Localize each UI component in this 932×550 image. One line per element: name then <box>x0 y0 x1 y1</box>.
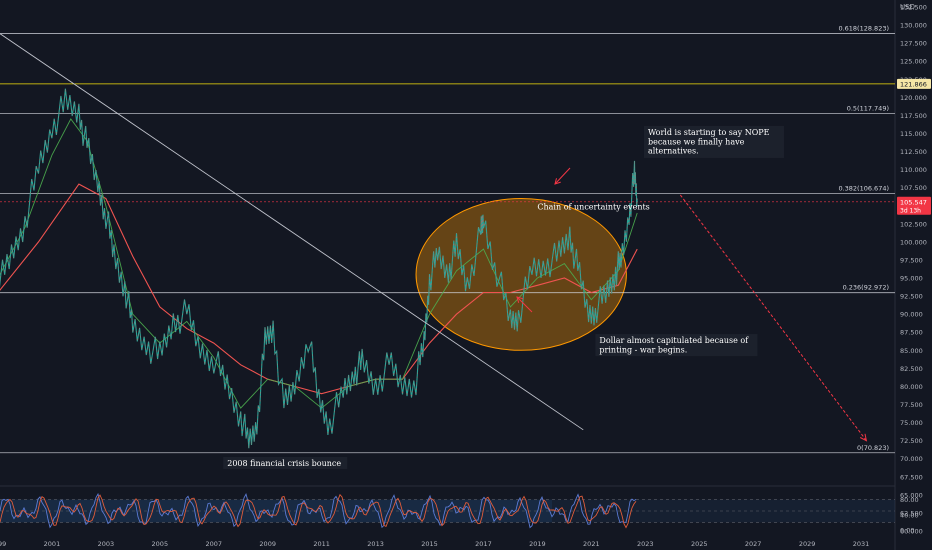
price-tick-9: 110.000 <box>900 166 927 174</box>
badge-yellow-label: 121.866 <box>900 80 927 88</box>
ma-slow-line <box>0 183 638 395</box>
fib-label-2: 0.382(106.674) <box>838 185 889 193</box>
oscillator-pane: 80.00 40.00 0.00 <box>0 492 919 535</box>
price-tick-11: 102.500 <box>900 220 927 228</box>
oscillator-tick-1: 40.00 <box>900 511 919 519</box>
oscillator-tick-2: 0.00 <box>900 527 914 535</box>
annotation-5: printing - war begins. <box>599 345 687 354</box>
price-tick-21: 77.500 <box>900 401 923 409</box>
price-tick-20: 80.000 <box>900 383 923 391</box>
fib-label-1: 0.5(117.749) <box>847 105 889 113</box>
price-tick-2: 127.500 <box>900 40 927 48</box>
currency-label: USD <box>900 3 915 11</box>
badge-yellow-bg <box>897 78 931 89</box>
price-tick-0: 132.500 <box>900 4 927 12</box>
price-tick-8: 112.500 <box>900 148 927 156</box>
time-tick-11: 2021 <box>583 540 600 548</box>
price-tick-17: 87.500 <box>900 329 923 337</box>
badge-current-label: 105.547 <box>900 198 927 206</box>
time-tick-15: 2029 <box>799 540 816 548</box>
annotations-group: Chain of uncertainty events World is star… <box>223 125 784 469</box>
price-tick-5: 120.000 <box>900 94 927 102</box>
time-tick-0: 1999 <box>0 540 6 548</box>
price-tick-10: 107.500 <box>900 184 927 192</box>
projection-arrow-head <box>859 433 868 442</box>
price-tick-23: 72.500 <box>900 437 923 445</box>
time-tick-1: 2001 <box>44 540 61 548</box>
badge-current-sublabel: 3d 13h <box>900 207 921 214</box>
oscillator-line-d <box>0 493 637 529</box>
oscillator-band-future <box>552 499 895 523</box>
time-tick-7: 2013 <box>367 540 384 548</box>
uncertainty-ellipse <box>415 198 627 351</box>
time-tick-9: 2017 <box>475 540 492 548</box>
time-axis-ticks: 1999 2001 2003 2005 2007 2009 2011 2013 2015 2017… <box>0 540 869 548</box>
annotation-6: 2008 financial crisis bounce <box>227 459 341 468</box>
price-series-group <box>0 88 638 449</box>
time-tick-2: 2003 <box>98 540 115 548</box>
note-box-dollar <box>595 334 758 357</box>
price-tick-12: 100.000 <box>900 238 927 246</box>
pointer-nope-head <box>554 178 561 185</box>
time-tick-6: 2011 <box>313 540 330 548</box>
price-tick-13: 97.500 <box>900 256 923 264</box>
pointer-capitulation-line <box>516 296 533 313</box>
price-tick-25: 67.500 <box>900 473 923 481</box>
oscillator-tick-0: 80.00 <box>900 496 919 504</box>
fib-label-0: 0.618(128.823) <box>838 25 889 33</box>
price-tick-24: 70.000 <box>900 455 923 463</box>
time-tick-8: 2015 <box>421 540 438 548</box>
price-tick-3: 125.000 <box>900 58 927 66</box>
time-tick-12: 2023 <box>637 540 654 548</box>
price-tick-22: 75.000 <box>900 419 923 427</box>
price-tick-7: 115.000 <box>900 130 927 138</box>
pointer-capitulation-head <box>516 296 523 303</box>
price-tick-26: 65.000 <box>900 491 923 499</box>
time-tick-16: 2031 <box>853 540 870 548</box>
time-tick-14: 2027 <box>745 540 762 548</box>
time-tick-10: 2019 <box>529 540 546 548</box>
pointer-nope-line <box>554 167 571 185</box>
price-tick-16: 90.000 <box>900 311 923 319</box>
price-tick-19: 82.500 <box>900 365 923 373</box>
price-tick-27: 62.500 <box>900 509 923 517</box>
annotation-0: Chain of uncertainty events <box>537 202 649 211</box>
time-tick-4: 2007 <box>205 540 222 548</box>
note-box-crisis <box>223 456 348 469</box>
note-box-nope <box>643 125 784 158</box>
annotation-4: Dollar almost capitulated because of <box>599 336 749 345</box>
price-axis-panel <box>895 0 932 550</box>
price-line-up <box>0 88 638 449</box>
price-tick-28: 60.000 <box>900 528 923 536</box>
uncertainty-ellipse-group <box>415 198 627 351</box>
price-tick-15: 92.500 <box>900 293 923 301</box>
annotation-1: World is starting to say NOPE <box>648 128 770 137</box>
annotation-2: because we finally have <box>648 137 745 146</box>
horizontal-levels: 0.618(128.823) 0.5(117.749) 0.382(106.674)… <box>0 25 895 454</box>
time-tick-3: 2005 <box>152 540 169 548</box>
downtrend-line <box>0 33 584 431</box>
price-tick-1: 130.000 <box>900 22 927 30</box>
price-tick-14: 95.000 <box>900 275 923 283</box>
fib-label-3: 0.236(92.972) <box>843 284 889 292</box>
annotation-3: alternatives. <box>648 147 699 156</box>
drawings-group <box>0 33 868 442</box>
time-tick-13: 2025 <box>691 540 708 548</box>
price-tick-6: 117.500 <box>900 112 927 120</box>
projection-arrow-line <box>679 194 867 441</box>
fib-label-4: 0(70.823) <box>857 444 889 452</box>
time-tick-5: 2009 <box>259 540 276 548</box>
price-tick-18: 85.000 <box>900 347 923 355</box>
badge-current-bg <box>897 196 931 215</box>
